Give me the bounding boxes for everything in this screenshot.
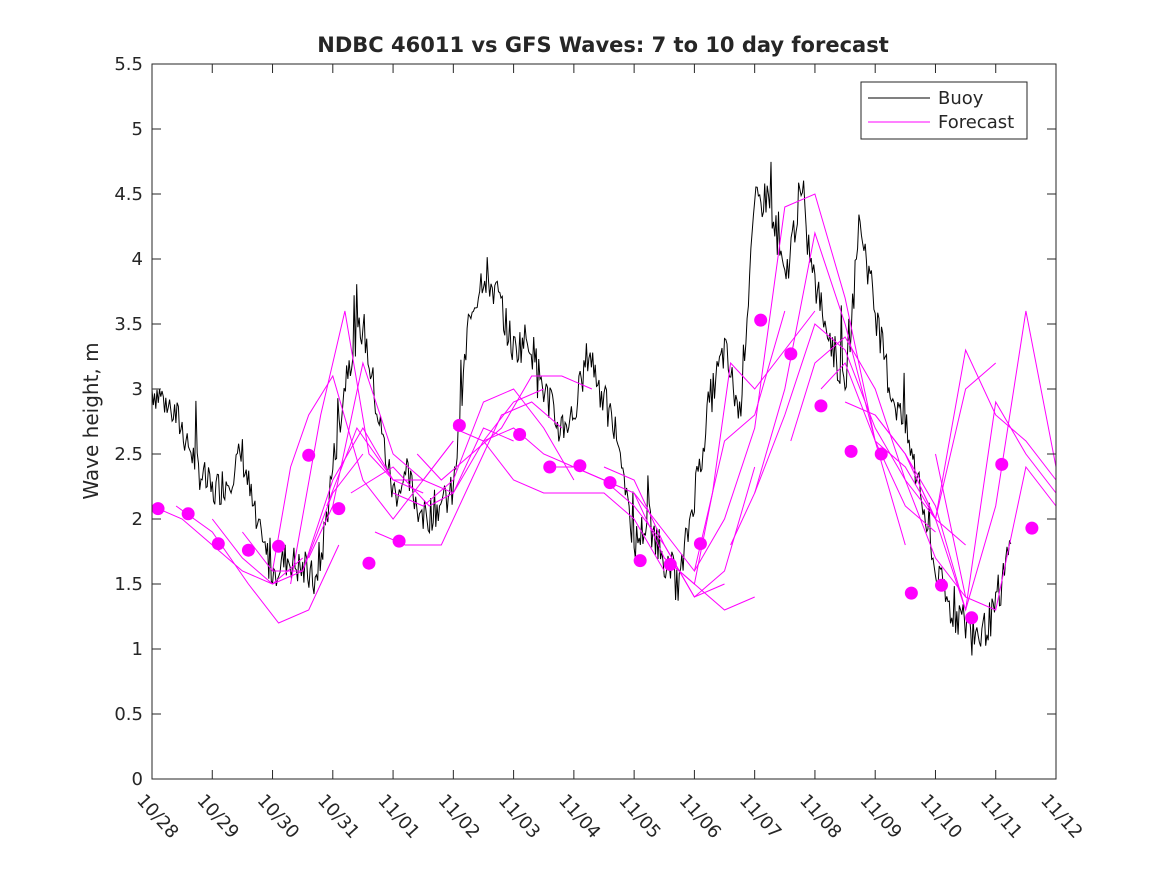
y-tick-label: 1 (132, 639, 143, 660)
forecast-point (663, 558, 677, 571)
forecast-run-line (326, 426, 514, 507)
forecast-run-line (272, 374, 454, 572)
chart-title: NDBC 46011 vs GFS Waves: 7 to 10 day for… (317, 33, 888, 57)
forecast-point (965, 611, 979, 625)
forecast-point (995, 457, 1009, 471)
forecast-point (844, 444, 858, 458)
forecast-point (362, 556, 376, 570)
forecast-run-line (693, 193, 906, 572)
plot-area (152, 64, 1056, 779)
y-tick-label: 4 (132, 249, 143, 270)
forecast-run-line (392, 388, 575, 507)
legend: Buoy Forecast (860, 81, 1028, 140)
forecast-points-group (151, 313, 1039, 625)
forecast-run-line (290, 310, 424, 585)
legend-forecast-label: Forecast (938, 112, 1014, 133)
forecast-run-line (820, 362, 997, 521)
forecast-run-line (453, 427, 665, 572)
buoy-line (151, 161, 1012, 656)
y-tick-label: 2 (132, 509, 143, 530)
forecast-point (934, 578, 948, 592)
y-tick-label: 2.5 (114, 444, 143, 465)
forecast-run-line (754, 323, 966, 546)
forecast-run-line (416, 375, 593, 481)
forecast-point (1025, 521, 1039, 535)
forecast-point (211, 537, 225, 551)
forecast-run-line (151, 505, 304, 585)
forecast-point (543, 460, 557, 474)
forecast-point (392, 534, 406, 548)
y-tick-label: 3 (132, 379, 143, 400)
forecast-run-line (211, 453, 364, 585)
forecast-run-line (374, 401, 563, 546)
forecast-run-line (242, 427, 394, 572)
forecast-run-line (730, 231, 936, 546)
y-tick-label: 3.5 (114, 314, 143, 335)
forecast-point (814, 399, 828, 413)
forecast-point (784, 347, 798, 361)
y-tick-label: 0 (132, 769, 143, 790)
y-axis-label: Wave height, m (79, 342, 103, 499)
forecast-point (513, 428, 527, 441)
forecast-point (904, 586, 918, 600)
forecast-point (693, 537, 707, 551)
legend-buoy-label: Buoy (938, 88, 984, 109)
forecast-run-line (308, 361, 454, 559)
forecast-run-line (350, 388, 544, 507)
legend-box (860, 81, 1028, 140)
plot-frame (151, 63, 1057, 780)
forecast-point (332, 502, 346, 516)
y-axis: 0 0.5 1 1.5 2 2.5 3 3.5 4 4.5 5 5.5 (114, 54, 1056, 790)
forecast-point (633, 554, 647, 568)
forecast-point (874, 447, 888, 461)
forecast-point (302, 448, 316, 462)
y-tick-label: 0.5 (114, 704, 143, 725)
forecast-point (754, 313, 768, 327)
forecast-point (241, 543, 255, 557)
forecast-run-line (790, 336, 966, 598)
forecast-run-line (935, 453, 1057, 611)
y-tick-label: 5 (132, 119, 143, 140)
buoy-series-group (151, 161, 1012, 656)
forecast-series-group (151, 193, 1057, 624)
y-tick-label: 1.5 (114, 574, 143, 595)
forecast-point (151, 502, 165, 516)
forecast-point (272, 539, 286, 553)
forecast-point (452, 418, 466, 432)
forecast-point (603, 476, 617, 490)
y-tick-label: 4.5 (114, 184, 143, 205)
y-tick-label: 5.5 (114, 54, 143, 75)
forecast-run-line (904, 400, 1057, 611)
forecast-point (573, 459, 587, 473)
forecast-run-line (175, 505, 340, 624)
forecast-run-line (663, 310, 816, 585)
forecast-point (181, 507, 195, 521)
